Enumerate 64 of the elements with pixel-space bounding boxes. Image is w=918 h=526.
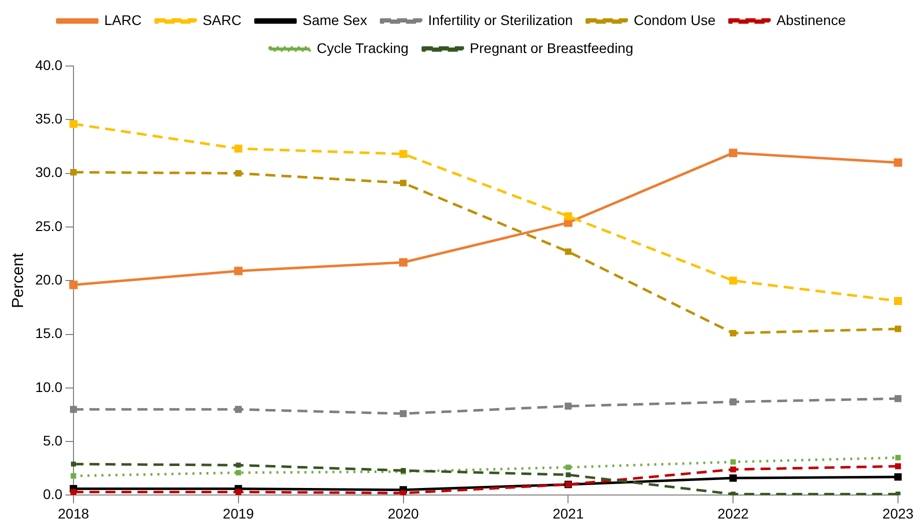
legend-label: Same Sex <box>302 12 368 28</box>
point <box>236 462 241 468</box>
y-tick-label: 15.0 <box>35 325 63 342</box>
point <box>564 212 572 220</box>
point <box>399 258 408 267</box>
point <box>728 148 738 158</box>
legend-label: SARC <box>202 12 242 28</box>
y-axis-title: Percent <box>10 252 28 308</box>
x-tick-label: 2018 <box>58 505 90 522</box>
legend-label: Cycle Tracking <box>316 40 409 56</box>
point <box>70 169 77 176</box>
x-tick-label: 2019 <box>222 505 254 522</box>
point <box>400 410 407 418</box>
y-tick-label: 10.0 <box>35 378 63 395</box>
point <box>399 150 408 158</box>
point <box>894 473 902 481</box>
y-tick-label: 5.0 <box>42 432 63 448</box>
y-tick-label: 35.0 <box>35 110 63 127</box>
point <box>564 402 572 410</box>
point <box>69 280 78 290</box>
point <box>730 466 736 472</box>
point <box>565 464 571 470</box>
point <box>234 266 243 276</box>
point <box>730 459 736 465</box>
x-tick-label: 2022 <box>718 505 749 522</box>
point <box>730 330 736 336</box>
point <box>730 398 737 406</box>
point <box>234 144 242 153</box>
point <box>895 454 901 460</box>
point <box>729 276 738 285</box>
point <box>69 120 78 128</box>
point <box>70 462 76 467</box>
point <box>894 326 902 332</box>
point <box>564 248 572 255</box>
point <box>400 490 406 496</box>
x-tick-label: 2020 <box>388 505 420 522</box>
point <box>70 406 77 413</box>
point <box>896 492 900 496</box>
legend-label: LARC <box>104 12 142 28</box>
point <box>400 180 406 186</box>
point <box>70 473 76 479</box>
point <box>236 470 242 476</box>
point <box>895 463 901 470</box>
y-tick-label: 25.0 <box>35 218 63 234</box>
legend-label: Abstinence <box>776 12 846 28</box>
point <box>235 170 242 177</box>
point <box>894 297 902 305</box>
point <box>70 489 76 495</box>
x-tick-label: 2021 <box>552 505 584 522</box>
point <box>730 492 736 496</box>
point <box>234 406 242 413</box>
point <box>235 489 242 495</box>
y-tick-label: 40.0 <box>35 56 63 73</box>
legend-label: Pregnant or Breastfeeding <box>470 40 634 56</box>
point <box>894 158 902 167</box>
point <box>566 472 571 478</box>
point <box>729 474 737 482</box>
x-tick-label: 2023 <box>882 505 914 522</box>
point <box>894 395 902 402</box>
y-tick-label: 0.0 <box>42 486 63 502</box>
legend-label: Infertility or Sterilization <box>428 12 573 28</box>
legend-label: Condom Use <box>634 12 716 28</box>
y-tick-label: 20.0 <box>35 271 63 288</box>
y-tick-label: 30.0 <box>35 164 63 180</box>
